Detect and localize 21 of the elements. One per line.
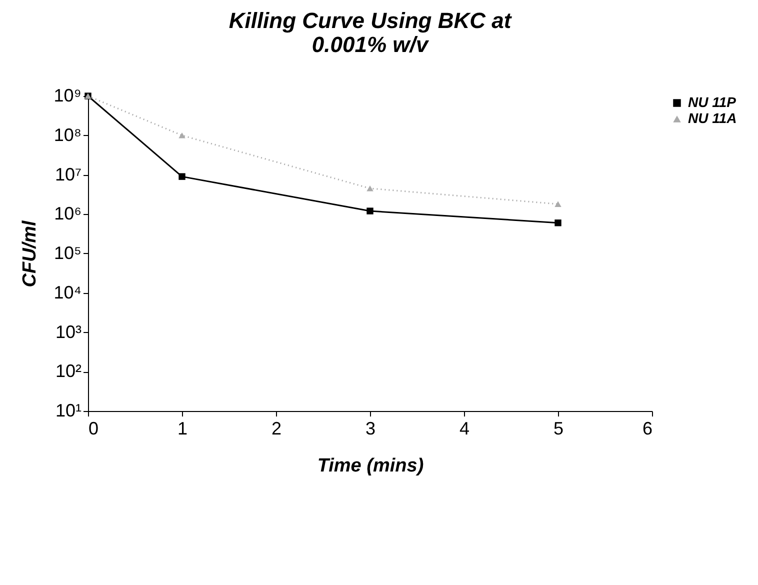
x-tick-label: 6 <box>642 418 652 438</box>
x-tick-label: 2 <box>271 418 282 438</box>
x-tick-label: 3 <box>365 418 376 438</box>
y-tick-label: 10³ <box>55 322 82 342</box>
y-tick-label: 10⁷ <box>54 164 82 184</box>
x-axis-title: Time (mins) <box>317 456 424 476</box>
x-tick-label: 4 <box>459 418 470 438</box>
y-tick-label: 10⁵ <box>54 243 82 263</box>
y-tick-label: 10⁶ <box>54 204 82 224</box>
y-tick-label: 10⁹ <box>54 86 82 106</box>
y-tick-label: 10⁸ <box>54 124 82 145</box>
x-tick-label: 0 <box>88 418 99 438</box>
legend-label: NU 11P <box>688 94 737 110</box>
y-tick-label: 10² <box>55 361 82 382</box>
y-tick-label: 10⁴ <box>54 282 82 302</box>
y-axis-title: CFU/ml <box>20 220 41 288</box>
legend-label: NU 11A <box>688 110 737 126</box>
x-tick-label: 1 <box>177 418 188 438</box>
chart-title: Killing Curve Using BKC at 0.001% w/v <box>228 8 513 57</box>
x-tick-label: 5 <box>553 418 564 438</box>
y-tick-label: 10¹ <box>55 400 82 420</box>
